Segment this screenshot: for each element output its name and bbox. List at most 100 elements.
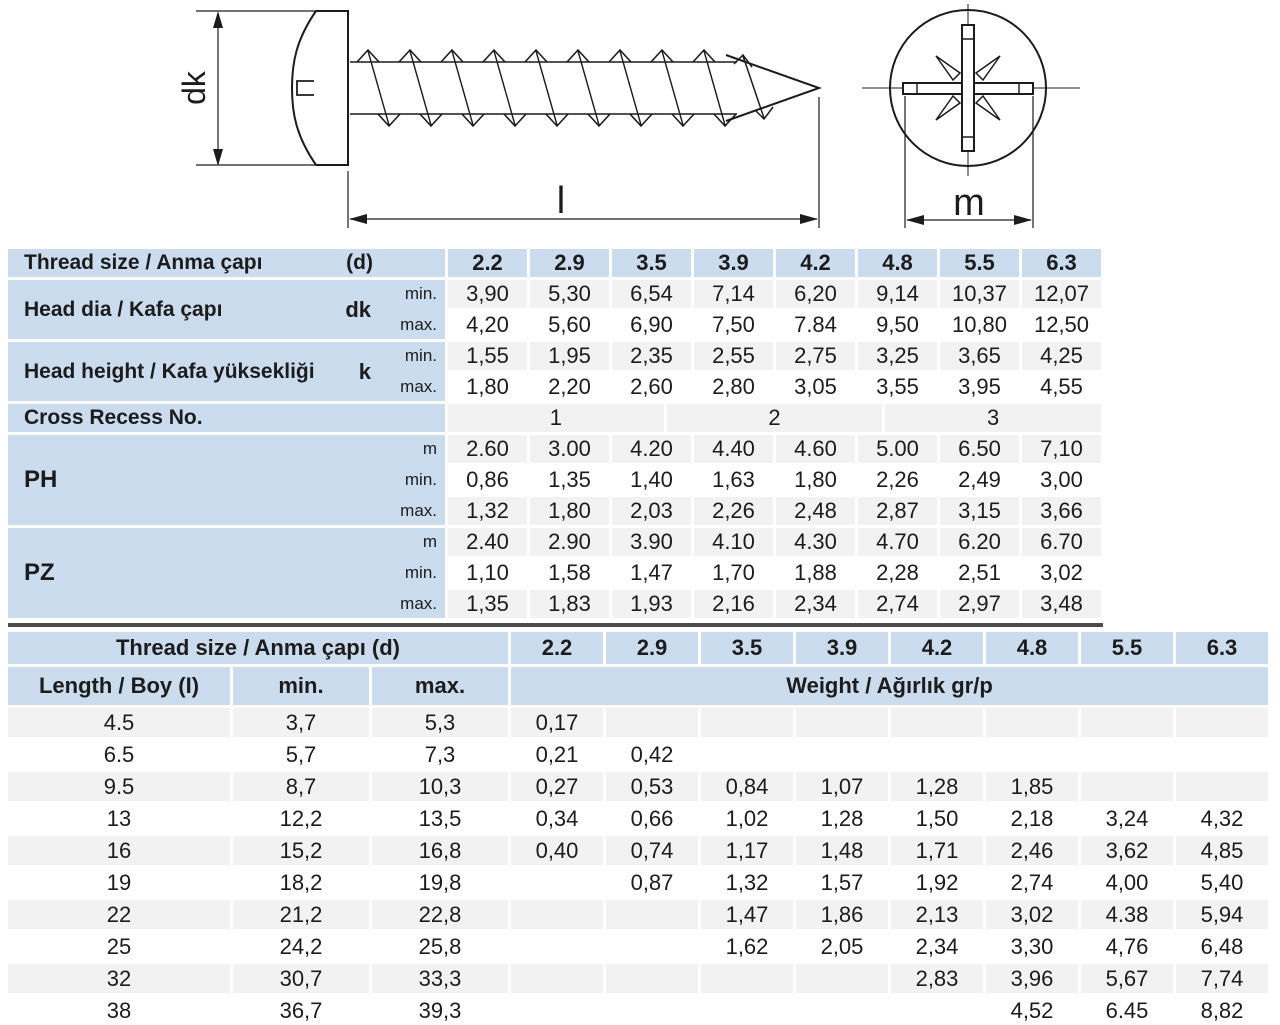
max-cell: 22,8 [372,900,508,929]
empty-cell [986,708,1078,737]
weight-cell: 0,53 [606,772,698,801]
value-cell: 6.20 [940,528,1019,556]
weight-cell: 0,42 [606,740,698,769]
length-cell: 16 [8,836,230,865]
length-cell: 6.5 [8,740,230,769]
value-cell: 0,86 [448,466,527,494]
min-cell: 18,2 [233,868,369,897]
d-symbol: (d) [346,251,373,274]
weight-cell: 1,28 [891,772,983,801]
weight-cell: 2,74 [986,868,1078,897]
max-cell: 10,3 [372,772,508,801]
size-header: 4.8 [858,249,937,277]
value-cell: 6,90 [612,311,691,339]
value-cell: 1,35 [530,466,609,494]
weight-cell: 4.38 [1081,900,1173,929]
weight-cell: 1,85 [986,772,1078,801]
empty-cell [1176,708,1268,737]
value-cell: 2,20 [530,373,609,401]
table-separator [8,623,1103,627]
length-cell: 25 [8,932,230,961]
max-cell: 39,3 [372,996,508,1025]
empty-cell [606,932,698,961]
value-cell: 2.40 [448,528,527,556]
min-label: min. [404,563,437,582]
value-cell: 1,83 [530,590,609,618]
weight-cell: 6,48 [1176,932,1268,961]
min-label: min. [404,346,437,365]
size-header: 2.9 [530,249,609,277]
weight-cell: 0,87 [606,868,698,897]
size-header: 3.9 [796,632,888,664]
size-header: 5.5 [1081,632,1173,664]
size-header: 2.2 [511,632,603,664]
value-cell: 4.10 [694,528,773,556]
weight-cell: 1,28 [796,804,888,833]
empty-cell [511,932,603,961]
value-cell: 2,48 [776,497,855,525]
weight-cell: 1,57 [796,868,888,897]
weight-cell: 2,13 [891,900,983,929]
value-cell: 2,51 [940,559,1019,587]
thread-flanks [367,50,726,126]
length-dimension [347,97,820,228]
min-label: min. [404,284,437,303]
weight-cell: 4,52 [986,996,1078,1025]
max-cell: 5,3 [372,708,508,737]
value-cell: 2,26 [694,497,773,525]
weight-cell: 0,27 [511,772,603,801]
max-header: max. [372,667,508,705]
empty-cell [891,740,983,769]
max-label: max. [400,315,437,334]
min-cell: 36,7 [233,996,369,1025]
value-cell: 6,20 [776,280,855,308]
value-cell: 1,88 [776,559,855,587]
value-cell: 4,20 [448,311,527,339]
empty-cell [701,740,793,769]
value-cell: 3,95 [940,373,1019,401]
value-cell: 4.40 [694,435,773,463]
length-cell: 9.5 [8,772,230,801]
weight-cell: 2,34 [891,932,983,961]
value-cell: 1,63 [694,466,773,494]
empty-cell [606,964,698,993]
size-header: 3.5 [701,632,793,664]
max-cell: 33,3 [372,964,508,993]
length-cell: 22 [8,900,230,929]
value-cell: 2,97 [940,590,1019,618]
min-cell: 15,2 [233,836,369,865]
head-circle [889,9,1047,167]
weight-cell: 4,85 [1176,836,1268,865]
value-cell: 1,47 [612,559,691,587]
length-cell: 13 [8,804,230,833]
size-header: 3.9 [694,249,773,277]
value-cell: 6,54 [612,280,691,308]
k-symbol: k [358,358,371,384]
length-cell: 19 [8,868,230,897]
weight-cell: 1,71 [891,836,983,865]
value-cell: 3,05 [776,373,855,401]
cross-recess-no: 3 [885,404,1102,432]
value-cell: 2,80 [694,373,773,401]
value-cell: 9,50 [858,311,937,339]
weight-cell: 2,05 [796,932,888,961]
thread-crests-top [356,48,716,63]
weight-cell: 1,32 [701,868,793,897]
weight-cell: 3,02 [986,900,1078,929]
value-cell: 5.00 [858,435,937,463]
thread-size-label: Thread size / Anma çapı [24,251,263,274]
value-cell: 7,14 [694,280,773,308]
size-header: 6.3 [1176,632,1268,664]
value-cell: 4,25 [1022,342,1101,370]
value-cell: 3,00 [1022,466,1101,494]
value-cell: 3,65 [940,342,1019,370]
value-cell: 3.90 [612,528,691,556]
max-label: max. [400,501,437,520]
weight-cell: 1,17 [701,836,793,865]
value-cell: 2.90 [530,528,609,556]
cross-recess-row-label: Cross Recess No. [8,404,445,432]
empty-cell [511,964,603,993]
value-cell: 4.60 [776,435,855,463]
size-header: 3.5 [612,249,691,277]
empty-cell [986,740,1078,769]
